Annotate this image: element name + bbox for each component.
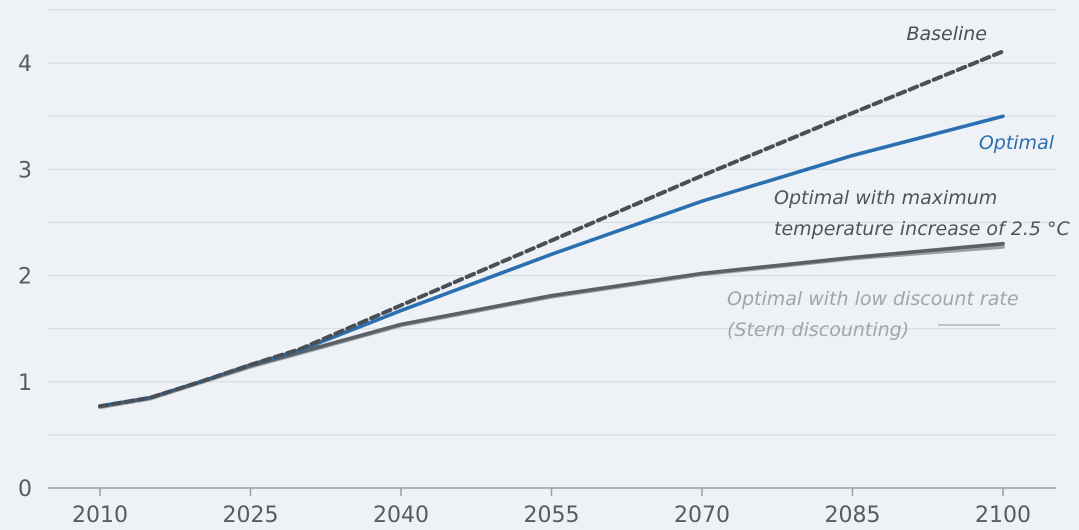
x-tick-label: 2085 [825,503,881,528]
y-tick-label: 4 [18,52,32,77]
max-temp-annotation-line2: temperature increase of 2.5 °C [774,218,1071,240]
optimal-annotation: Optimal [979,132,1055,154]
x-tick-label: 2070 [674,503,730,528]
max-temp-annotation-line1: Optimal with maximum [774,187,997,209]
stern-annotation-line1: Optimal with low discount rate [727,288,1019,310]
annotations: Baseline Optimal Optimal with maximum te… [727,23,1071,341]
x-tick-label: 2025 [223,503,279,528]
baseline-line [98,49,1005,409]
x-tick-label: 2100 [975,503,1031,528]
x-tick-label: 2055 [524,503,580,528]
y-tick-label: 2 [18,265,32,290]
x-tick-label: 2040 [373,503,429,528]
optimal-line [98,114,1005,408]
y-tick-label: 0 [18,477,32,502]
stern-annotation-line2: (Stern discounting) [727,319,909,341]
y-tick-label: 3 [18,158,32,183]
axis-layer: 0 1 2 3 4 2010 2025 2040 2055 2070 2085 2100 [18,52,1031,528]
series-layer [98,49,1005,410]
x-tick-label: 2010 [72,503,128,528]
baseline-annotation: Baseline [906,23,987,45]
grid-layer [48,9,1056,489]
y-tick-label: 1 [18,371,32,396]
